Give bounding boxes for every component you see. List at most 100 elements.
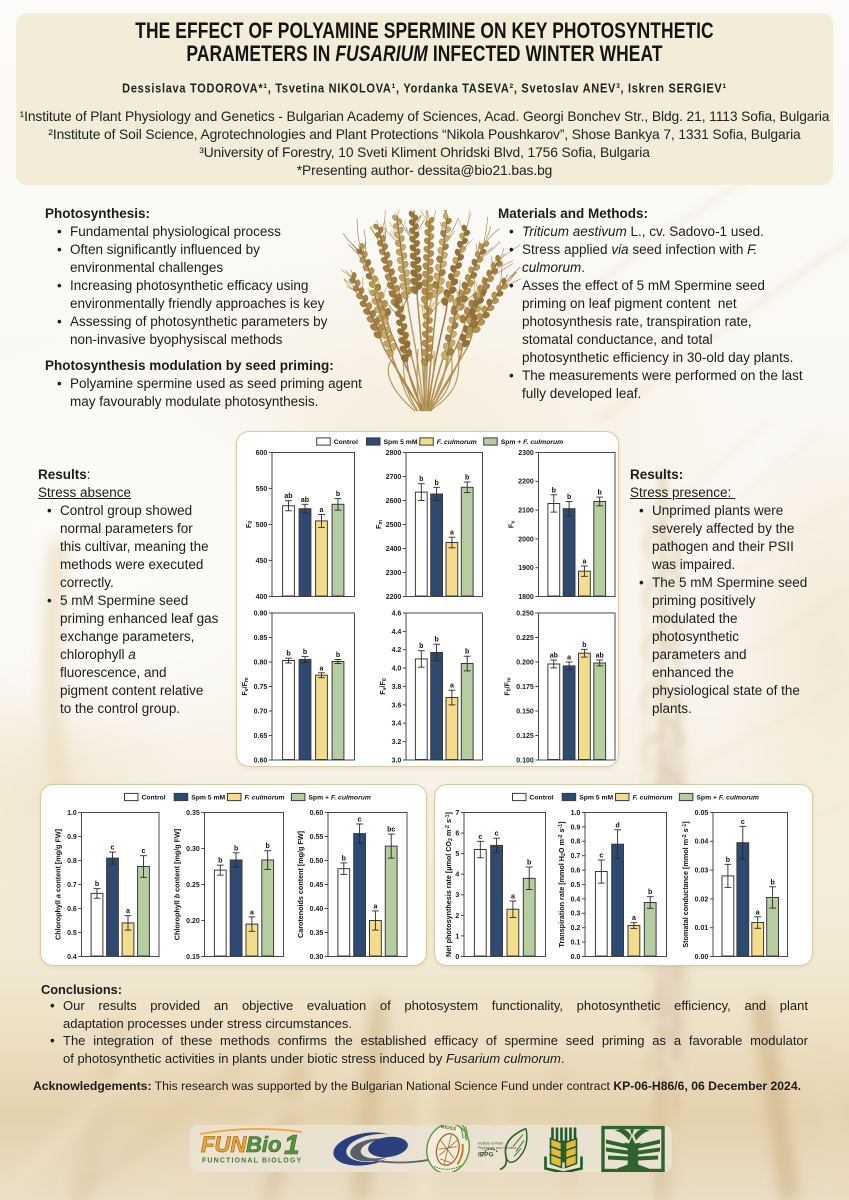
svg-text:Bio: Bio xyxy=(246,1132,281,1157)
svg-text:6: 6 xyxy=(455,831,459,838)
svg-text:0: 0 xyxy=(455,954,459,961)
svg-text:1900: 1900 xyxy=(518,565,534,572)
svg-text:Spm + F. culmorum: Spm + F. culmorum xyxy=(501,439,564,446)
svg-text:0.55: 0.55 xyxy=(310,834,324,841)
svg-text:b: b xyxy=(527,860,531,867)
svg-text:5: 5 xyxy=(455,851,459,858)
svg-text:3: 3 xyxy=(455,892,459,899)
svg-text:2500: 2500 xyxy=(386,522,402,529)
svg-text:Spm + F. culmorum: Spm + F. culmorum xyxy=(696,794,759,801)
svg-text:0.250: 0.250 xyxy=(516,610,534,617)
svg-text:0.100: 0.100 xyxy=(516,757,534,764)
svg-text:0.00: 0.00 xyxy=(695,954,709,961)
svg-text:a: a xyxy=(450,530,454,537)
svg-text:0.25: 0.25 xyxy=(186,882,200,889)
svg-text:0.35: 0.35 xyxy=(310,930,324,937)
svg-text:0.2: 0.2 xyxy=(571,925,581,932)
svg-text:a: a xyxy=(450,683,454,690)
svg-text:d: d xyxy=(615,822,619,829)
svg-text:2600: 2600 xyxy=(386,498,402,505)
svg-text:IPPG: IPPG xyxy=(478,1152,494,1159)
svg-text:c: c xyxy=(142,848,146,855)
svg-text:a: a xyxy=(511,894,515,901)
svg-text:0.6: 0.6 xyxy=(67,906,77,913)
svg-text:a: a xyxy=(756,909,760,916)
svg-text:Spm 5 mM: Spm 5 mM xyxy=(191,794,225,801)
svg-text:2700: 2700 xyxy=(386,474,402,481)
svg-text:4.6: 4.6 xyxy=(392,610,402,617)
svg-text:Chlorophyll a content [mg/g FW: Chlorophyll a content [mg/g FW] xyxy=(53,829,62,940)
svg-text:Control: Control xyxy=(334,439,358,446)
svg-text:0.04: 0.04 xyxy=(695,839,709,846)
svg-text:0.5: 0.5 xyxy=(67,930,77,937)
svg-text:0.7: 0.7 xyxy=(571,853,581,860)
svg-text:500: 500 xyxy=(256,522,268,529)
svg-text:0.40: 0.40 xyxy=(310,906,324,913)
svg-text:1800: 1800 xyxy=(518,594,534,601)
svg-text:600: 600 xyxy=(256,450,268,457)
svg-text:4.2: 4.2 xyxy=(392,647,402,654)
svg-text:1.0: 1.0 xyxy=(571,810,581,817)
svg-text:0.05: 0.05 xyxy=(695,810,709,817)
svg-text:b: b xyxy=(234,845,238,852)
svg-text:b: b xyxy=(419,643,423,650)
svg-text:ab: ab xyxy=(550,653,558,660)
svg-text:Physiology and Genetics: Physiology and Genetics xyxy=(478,1146,517,1150)
svg-text:0.200: 0.200 xyxy=(516,659,534,666)
svg-text:b: b xyxy=(582,642,586,649)
svg-text:0.225: 0.225 xyxy=(516,635,534,642)
svg-text:0.60: 0.60 xyxy=(254,757,268,764)
svg-text:2300: 2300 xyxy=(518,450,534,457)
svg-text:a: a xyxy=(320,665,324,672)
svg-text:Spm + F. culmorum: Spm + F. culmorum xyxy=(308,794,371,801)
svg-text:0.1: 0.1 xyxy=(571,940,581,947)
svg-text:0.30: 0.30 xyxy=(310,954,324,961)
svg-text:1: 1 xyxy=(284,1129,300,1160)
svg-text:Net photosynthesis rate [µmol: Net photosynthesis rate [µmol CO2 m-2 s-… xyxy=(444,812,454,957)
svg-text:F. culmorum: F. culmorum xyxy=(245,794,285,801)
svg-text:0.7: 0.7 xyxy=(67,882,77,889)
svg-text:b: b xyxy=(286,651,290,658)
svg-text:3.2: 3.2 xyxy=(392,739,402,746)
svg-text:BIOSS: BIOSS xyxy=(440,1125,457,1133)
svg-text:F0/Fm: F0/Fm xyxy=(502,677,512,696)
svg-text:0.9: 0.9 xyxy=(571,824,581,831)
svg-text:a: a xyxy=(126,908,130,915)
svg-text:Fm: Fm xyxy=(374,520,384,529)
svg-text:Control: Control xyxy=(142,794,166,801)
svg-text:0.150: 0.150 xyxy=(516,708,534,715)
svg-text:b: b xyxy=(336,491,340,498)
svg-text:c: c xyxy=(495,831,499,838)
svg-text:b: b xyxy=(465,475,469,482)
svg-text:F0: F0 xyxy=(244,521,254,528)
svg-text:Carotenoids content [mg/g FW]: Carotenoids content [mg/g FW] xyxy=(296,831,305,938)
svg-text:0.70: 0.70 xyxy=(254,708,268,715)
svg-text:3.8: 3.8 xyxy=(392,684,402,691)
svg-text:2400: 2400 xyxy=(386,546,402,553)
svg-text:Institute of Plant: Institute of Plant xyxy=(478,1142,503,1146)
svg-text:7: 7 xyxy=(455,810,459,817)
svg-text:0.30: 0.30 xyxy=(186,846,200,853)
svg-text:F. culmorum: F. culmorum xyxy=(437,439,477,446)
svg-text:c: c xyxy=(111,845,115,852)
svg-text:0.4: 0.4 xyxy=(571,896,581,903)
svg-text:a: a xyxy=(582,559,586,566)
svg-text:b: b xyxy=(770,879,774,886)
svg-text:0.9: 0.9 xyxy=(67,834,77,841)
svg-text:0.15: 0.15 xyxy=(186,954,200,961)
svg-text:0.01: 0.01 xyxy=(695,925,709,932)
svg-text:0.5: 0.5 xyxy=(571,882,581,889)
svg-text:0.50: 0.50 xyxy=(310,858,324,865)
svg-text:0.02: 0.02 xyxy=(695,896,709,903)
svg-text:b: b xyxy=(218,858,222,865)
svg-text:FUN: FUN xyxy=(201,1132,247,1157)
svg-text:b: b xyxy=(567,494,571,501)
svg-text:0.75: 0.75 xyxy=(254,684,268,691)
svg-text:0.60: 0.60 xyxy=(310,810,324,817)
svg-text:3.0: 3.0 xyxy=(392,757,402,764)
svg-text:0.175: 0.175 xyxy=(516,684,534,691)
svg-text:0.3: 0.3 xyxy=(571,911,581,918)
svg-text:0.6: 0.6 xyxy=(571,868,581,875)
svg-text:Fv/Fm: Fv/Fm xyxy=(240,677,250,696)
svg-text:4: 4 xyxy=(455,872,459,879)
